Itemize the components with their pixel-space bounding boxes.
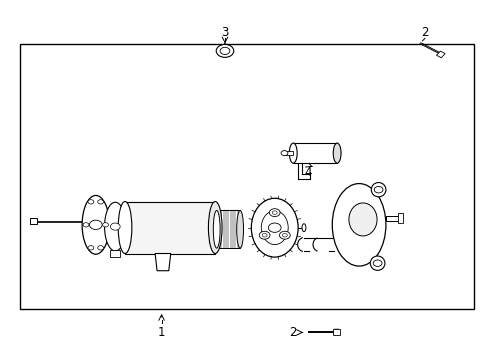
Circle shape bbox=[88, 246, 94, 250]
Bar bbox=[284, 151, 293, 155]
Polygon shape bbox=[155, 253, 170, 271]
Text: 2: 2 bbox=[420, 27, 428, 40]
Ellipse shape bbox=[302, 224, 305, 231]
Circle shape bbox=[272, 211, 277, 215]
Circle shape bbox=[279, 231, 290, 239]
Ellipse shape bbox=[331, 184, 385, 266]
Ellipse shape bbox=[208, 202, 222, 253]
Text: 4: 4 bbox=[304, 166, 311, 179]
Circle shape bbox=[216, 44, 233, 57]
Ellipse shape bbox=[82, 195, 109, 254]
Circle shape bbox=[282, 233, 287, 237]
Bar bbox=[293, 143, 336, 163]
Bar bbox=[385, 216, 399, 221]
Circle shape bbox=[102, 223, 108, 227]
Bar bbox=[20, 44, 473, 309]
Ellipse shape bbox=[370, 183, 385, 197]
Circle shape bbox=[281, 150, 287, 156]
Ellipse shape bbox=[213, 211, 220, 248]
Circle shape bbox=[262, 233, 266, 237]
Text: 2: 2 bbox=[289, 326, 296, 339]
Bar bbox=[436, 51, 444, 58]
Ellipse shape bbox=[289, 143, 297, 163]
Circle shape bbox=[269, 209, 280, 217]
Ellipse shape bbox=[104, 202, 126, 251]
Ellipse shape bbox=[251, 198, 298, 257]
Ellipse shape bbox=[236, 211, 243, 248]
Bar bbox=[30, 218, 37, 225]
Circle shape bbox=[220, 47, 229, 54]
Circle shape bbox=[98, 246, 103, 250]
Circle shape bbox=[88, 200, 94, 204]
Ellipse shape bbox=[332, 143, 340, 163]
Circle shape bbox=[110, 223, 120, 230]
Text: 1: 1 bbox=[158, 326, 165, 339]
Circle shape bbox=[268, 223, 281, 232]
Ellipse shape bbox=[348, 203, 376, 236]
Circle shape bbox=[259, 231, 269, 239]
Bar bbox=[216, 211, 240, 248]
Bar bbox=[397, 213, 403, 224]
Bar bbox=[125, 202, 215, 253]
Bar bbox=[110, 249, 120, 257]
Text: 3: 3 bbox=[221, 27, 228, 40]
Circle shape bbox=[89, 220, 102, 229]
Bar bbox=[332, 329, 339, 334]
Ellipse shape bbox=[118, 202, 132, 253]
Circle shape bbox=[83, 223, 89, 227]
Circle shape bbox=[98, 200, 103, 204]
Circle shape bbox=[373, 186, 382, 193]
Ellipse shape bbox=[369, 256, 384, 270]
Circle shape bbox=[372, 260, 381, 266]
